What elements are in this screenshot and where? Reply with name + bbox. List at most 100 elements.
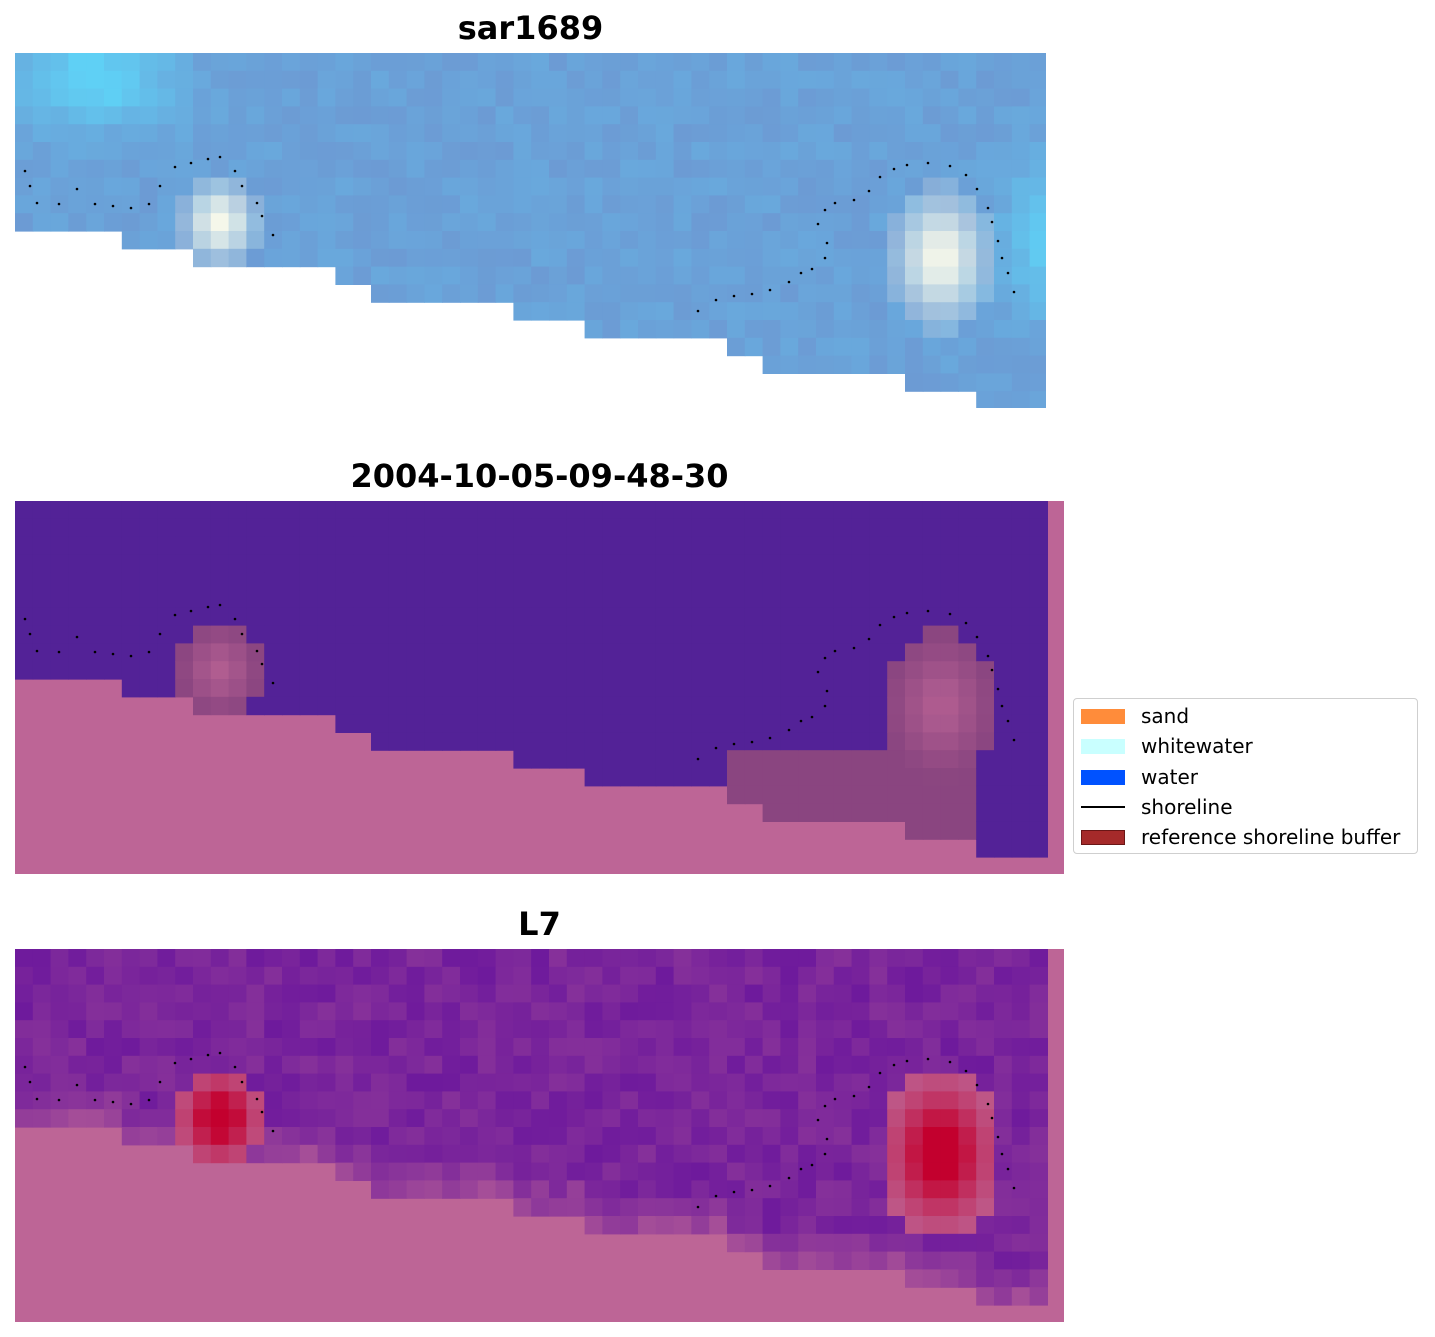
rgb-pixel: [299, 195, 319, 214]
shoreline-dot: [750, 740, 754, 744]
rgb-pixel: [424, 70, 443, 90]
class-pixel: [157, 607, 176, 627]
rgb-pixel: [1011, 231, 1031, 250]
rgb-pixel: [584, 142, 603, 161]
class-pixel: [780, 572, 799, 591]
rgb-pixel: [406, 266, 425, 285]
rgb-pixel: [460, 284, 479, 303]
class-pixel: [940, 501, 959, 520]
index-pixel: [86, 949, 105, 968]
shoreline-dot: [892, 1063, 896, 1067]
rgb-pixel: [905, 231, 924, 250]
index-pixel: [406, 984, 425, 1003]
index-pixel: [15, 966, 34, 986]
index-pixel: [371, 949, 390, 968]
shoreline-dot: [823, 208, 827, 212]
index-pixel: [727, 1002, 746, 1021]
index-pixel: [727, 1198, 746, 1217]
shoreline-dot: [905, 163, 909, 167]
rgb-pixel: [833, 320, 853, 339]
rgb-pixel: [353, 53, 372, 72]
class-pixel: [104, 607, 123, 627]
index-pixel: [922, 1198, 942, 1217]
index-pixel: [922, 1127, 942, 1146]
rgb-pixel: [531, 213, 550, 232]
class-pixel: [68, 590, 87, 609]
index-pixel: [744, 1233, 764, 1253]
class-pixel: [549, 732, 568, 751]
rgb-pixel: [727, 320, 746, 339]
rgb-pixel: [264, 53, 283, 72]
shoreline-dot: [57, 650, 61, 654]
index-pixel: [709, 1038, 728, 1057]
rgb-pixel: [299, 142, 319, 161]
rgb-pixel: [816, 355, 835, 374]
rgb-pixel: [264, 195, 283, 214]
class-pixel: [68, 661, 87, 680]
rgb-pixel: [816, 337, 835, 357]
class-pixel: [922, 661, 942, 680]
index-pixel: [531, 1198, 550, 1217]
class-pixel: [1029, 501, 1048, 520]
class-pixel: [762, 554, 781, 573]
rgb-pixel: [780, 70, 799, 90]
rgb-pixel: [460, 195, 479, 214]
class-pixel: [1011, 696, 1031, 716]
index-pixel: [513, 1055, 532, 1075]
class-pixel: [994, 607, 1013, 627]
class-pixel: [282, 572, 301, 591]
rgb-pixel: [958, 266, 977, 285]
class-pixel: [335, 661, 354, 680]
class-pixel: [495, 554, 514, 573]
index-pixel: [424, 1180, 443, 1199]
rgb-pixel: [15, 213, 34, 232]
rgb-pixel: [940, 177, 959, 196]
class-pixel: [744, 785, 764, 805]
shoreline-dot: [810, 1163, 814, 1167]
rgb-pixel: [691, 213, 710, 232]
shoreline-dot: [28, 1080, 32, 1084]
index-pixel: [566, 1091, 586, 1110]
index-pixel: [104, 1055, 123, 1075]
class-pixel: [1029, 696, 1048, 716]
rgb-pixel: [513, 302, 532, 321]
shoreline-dot: [218, 155, 222, 159]
class-pixel: [317, 501, 336, 520]
index-pixel: [335, 984, 354, 1003]
index-pixel: [566, 984, 586, 1003]
class-pixel: [157, 643, 176, 662]
index-pixel: [744, 1002, 764, 1021]
class-pixel: [566, 643, 586, 662]
index-pixel: [833, 1091, 853, 1110]
rgb-pixel: [994, 266, 1013, 285]
rgb-pixel: [1011, 284, 1031, 303]
class-pixel: [299, 518, 319, 538]
index-pixel: [549, 966, 568, 986]
rgb-pixel: [994, 391, 1013, 408]
index-pixel: [50, 1073, 69, 1092]
shoreline-dot: [271, 233, 275, 237]
class-pixel: [317, 661, 336, 680]
rgb-pixel: [549, 302, 568, 321]
class-pixel: [388, 536, 408, 555]
rgb-pixel: [513, 231, 532, 250]
class-pixel: [317, 572, 336, 591]
index-pixel: [246, 1038, 265, 1057]
rgb-pixel: [513, 213, 532, 232]
index-pixel: [887, 1091, 906, 1110]
class-pixel: [50, 607, 69, 627]
class-pixel: [1029, 679, 1048, 698]
index-pixel: [869, 1233, 888, 1253]
class-pixel: [798, 679, 817, 698]
rgb-pixel: [353, 124, 372, 143]
class-pixel: [495, 643, 514, 662]
index-pixel: [32, 1020, 52, 1039]
rgb-pixel: [994, 337, 1013, 357]
class-pixel: [193, 536, 212, 555]
rgb-pixel: [157, 195, 176, 214]
rgb-pixel: [691, 177, 710, 196]
index-pixel: [460, 984, 479, 1003]
class-pixel: [887, 572, 906, 591]
class-pixel: [816, 803, 835, 822]
rgb-pixel: [549, 177, 568, 196]
